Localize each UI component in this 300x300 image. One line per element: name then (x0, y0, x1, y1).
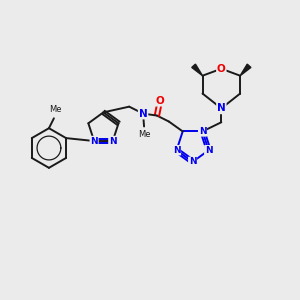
Polygon shape (192, 64, 203, 76)
Text: N: N (139, 109, 147, 118)
Text: N: N (90, 136, 98, 146)
Text: N: N (217, 103, 226, 113)
Text: Me: Me (138, 130, 150, 140)
Text: O: O (155, 96, 164, 106)
Text: O: O (217, 64, 226, 74)
Text: Me: Me (49, 105, 61, 114)
Text: N: N (199, 127, 206, 136)
Polygon shape (240, 64, 251, 76)
Text: N: N (173, 146, 180, 155)
Text: N: N (109, 136, 117, 146)
Text: N: N (205, 146, 212, 155)
Text: N: N (189, 158, 196, 166)
